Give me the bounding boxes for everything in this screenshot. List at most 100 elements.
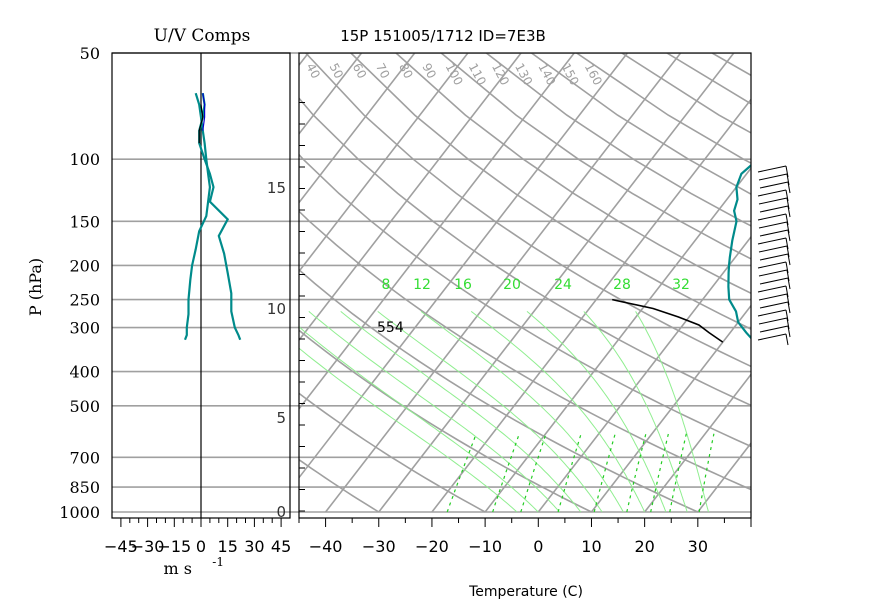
uv-y-axis-label: P (hPa) <box>26 258 45 316</box>
sounding-line <box>727 163 751 340</box>
mixing-ratio-line <box>557 433 582 513</box>
moist-adiabat <box>583 311 688 513</box>
theta-label: 120 <box>489 61 512 88</box>
temperature-tick-label: 10 <box>581 537 601 556</box>
skewt-panel: 15P 151005/1712 ID=7E3B 554 −40 −30 −20 −10… <box>0 27 887 600</box>
pressure-tick-label: 700 <box>69 448 100 467</box>
temperature-tick-label: 0 <box>533 537 543 556</box>
uv-x-tick-label: −30 <box>131 537 165 556</box>
isotherm <box>0 53 149 512</box>
isotherm <box>0 53 96 512</box>
pressure-tick-label: 200 <box>69 256 100 275</box>
dry-adiabat <box>666 53 751 105</box>
moist-adiabat <box>420 311 624 513</box>
dry-adiabat <box>350 53 751 330</box>
wind-barb <box>757 213 787 221</box>
temperature-tick-label: −40 <box>309 537 343 556</box>
isotherm <box>804 53 887 512</box>
wind-barb <box>758 317 788 325</box>
wind-barb <box>757 237 787 245</box>
mixing-ratio-line <box>626 433 647 513</box>
isotherm <box>299 53 522 342</box>
wind-barb <box>757 333 787 341</box>
theta-label: 40 <box>303 61 323 81</box>
isotherm <box>378 53 735 513</box>
isotherm <box>537 235 751 513</box>
temperature-tick-label: 30 <box>688 537 708 556</box>
isotherm <box>644 373 751 513</box>
mixing-ratio-label: 24 <box>554 277 572 293</box>
isotherm <box>697 441 751 513</box>
uv-pressure-ticks: 1000 850 700 500 400 300 250 200 150 100 50 <box>59 44 100 522</box>
pressure-tick-label: 150 <box>69 212 100 231</box>
theta-label: 50 <box>327 61 347 81</box>
dry-adiabat <box>848 53 887 512</box>
moist-adiabat <box>377 311 603 513</box>
pressure-tick-label: 400 <box>69 363 100 382</box>
skewt-background-lines <box>0 53 887 513</box>
temperature-ticks: −40 −30 −20 −10 0 10 20 30 <box>298 518 752 556</box>
mixing-ratio-label: 8 <box>382 277 391 293</box>
moist-adiabat <box>299 347 518 513</box>
isotherm <box>324 53 682 513</box>
wind-barb <box>757 285 787 293</box>
isotherm <box>299 53 629 479</box>
moist-adiabat <box>635 311 709 513</box>
wind-barb-flag <box>787 325 791 338</box>
skewt-title: 15P 151005/1712 ID=7E3B <box>340 27 546 45</box>
skewt-series <box>612 163 751 343</box>
wind-barb <box>759 325 789 333</box>
temperature-axis-label: Temperature (C) <box>468 584 583 600</box>
theta-label: 70 <box>373 61 393 81</box>
dry-adiabat <box>299 392 486 513</box>
mixing-ratio-label: 32 <box>672 277 690 293</box>
isotherm <box>484 166 751 513</box>
sounding-line <box>612 298 724 343</box>
dry-adiabat <box>299 268 699 513</box>
skewt-plot-frame <box>298 52 752 519</box>
height-annotation: 554 <box>377 320 404 336</box>
dry-adiabat <box>395 53 751 295</box>
sounding-line <box>727 164 751 339</box>
dry-adiabat <box>531 53 751 195</box>
dry-adiabat <box>299 210 751 491</box>
uv-x-tick-label: 15 <box>218 537 238 556</box>
mixing-ratio-line <box>446 433 477 513</box>
height-tick-label: 15 <box>267 179 286 197</box>
wind-barb <box>757 309 787 317</box>
isotherm <box>590 304 751 513</box>
wind-barb <box>758 293 788 301</box>
uv-panel: U/V Comps 100085070050040030025020015010… <box>26 26 299 578</box>
wind-barb-flag <box>787 277 791 290</box>
height-tick-label: 0 <box>276 503 286 521</box>
theta-labels: 40 50 60 70 80 90 100 110 120 130 140 150 160 <box>303 61 605 88</box>
dry-adiabat <box>299 458 380 513</box>
height-ticks: 0 5 10 15 <box>267 102 305 521</box>
moist-adiabat <box>340 311 582 513</box>
wind-barb <box>759 253 789 261</box>
pressure-tick-label: 850 <box>69 478 100 497</box>
isotherm <box>750 510 751 512</box>
wind-barb-flag <box>785 333 789 346</box>
wind-barb <box>759 205 789 213</box>
mixing-ratio-labels: 8 12 16 20 24 28 32 <box>382 277 690 293</box>
wind-barb-flag <box>787 301 791 314</box>
isotherm <box>299 53 416 204</box>
temperature-tick-label: −10 <box>468 537 502 556</box>
pressure-tick-label: 250 <box>69 291 100 310</box>
pressure-tick-label: 50 <box>80 44 100 63</box>
wind-barb <box>758 245 788 253</box>
uv-x-tick-label: −15 <box>157 537 191 556</box>
wind-barb <box>759 301 789 309</box>
wind-barb <box>758 221 788 229</box>
wind-barb <box>759 181 789 189</box>
theta-label: 110 <box>466 61 489 88</box>
isotherm <box>299 53 309 67</box>
uv-gridlines <box>112 52 299 513</box>
wind-barb <box>757 189 787 197</box>
theta-label: 80 <box>396 61 416 81</box>
uv-x-tick-label: 30 <box>244 537 264 556</box>
dry-adiabat <box>299 97 751 407</box>
theta-label: 60 <box>350 61 370 81</box>
